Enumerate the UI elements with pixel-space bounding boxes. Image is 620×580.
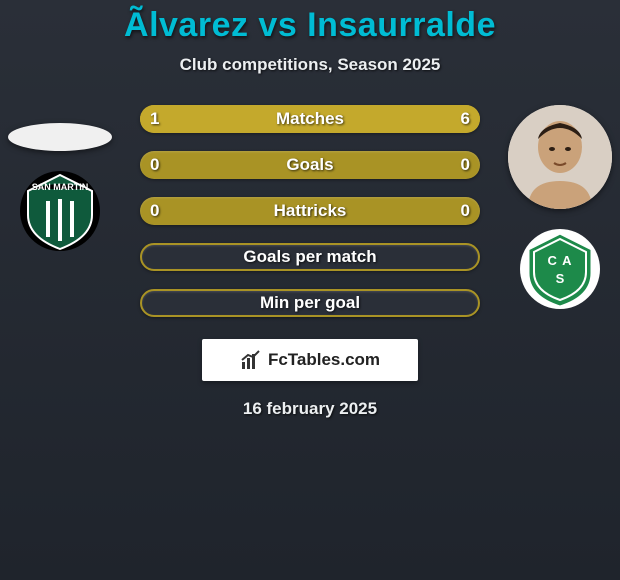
stat-label: Goals per match [243,247,376,267]
stat-value-right: 0 [461,201,470,221]
stat-row: 1 Matches 6 [140,105,480,133]
stat-row: 0 Hattricks 0 [140,197,480,225]
right-club-badge: C A S [518,227,602,311]
source-badge: FcTables.com [202,339,418,381]
page-subtitle: Club competitions, Season 2025 [0,55,620,75]
stat-fill-left [140,105,189,133]
left-player-photo [8,123,112,151]
stat-label: Goals [286,155,333,175]
right-player-photo [508,105,612,209]
stat-value-left: 1 [150,109,159,129]
stat-value-right: 6 [461,109,470,129]
stat-row: Min per goal [140,289,480,317]
svg-text:C A: C A [548,253,573,268]
stat-value-right: 0 [461,155,470,175]
left-club-badge: SAN MARTIN [18,169,102,253]
right-player-column: C A S [500,105,620,311]
page-title: Ãlvarez vs Insaurralde [0,6,620,45]
left-player-column: SAN MARTIN [0,105,120,253]
main-area: SAN MARTIN [0,105,620,317]
source-text: FcTables.com [268,350,380,370]
stat-row: Goals per match [140,243,480,271]
stat-value-left: 0 [150,201,159,221]
cas-badge-icon: C A S [518,227,602,311]
stat-label: Hattricks [274,201,347,221]
stat-row: 0 Goals 0 [140,151,480,179]
stat-value-left: 0 [150,155,159,175]
svg-text:SAN MARTIN: SAN MARTIN [32,182,89,192]
stat-label: Min per goal [260,293,360,313]
date-text: 16 february 2025 [0,399,620,419]
svg-text:S: S [556,271,565,286]
player-avatar-icon [508,105,612,209]
san-martin-badge-icon: SAN MARTIN [18,169,102,253]
comparison-bars: 1 Matches 6 0 Goals 0 0 Hattricks 0 Goals per mat… [140,105,480,317]
stat-label: Matches [276,109,344,129]
comparison-card: Ãlvarez vs Insaurralde Club competitions… [0,0,620,419]
chart-icon [240,349,262,371]
